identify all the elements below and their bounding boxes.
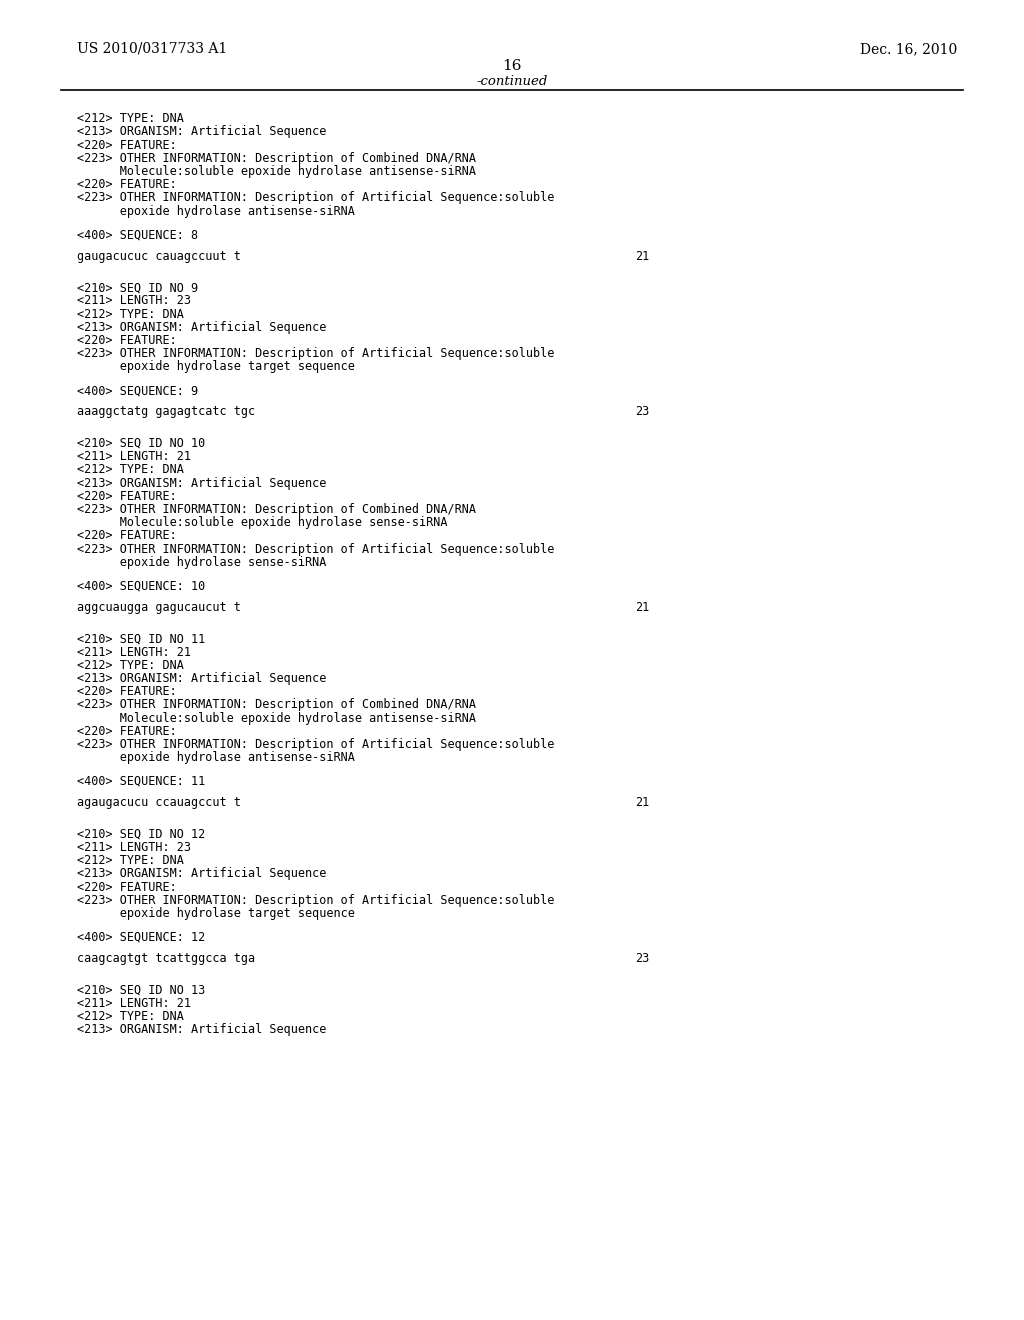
Text: <213> ORGANISM: Artificial Sequence: <213> ORGANISM: Artificial Sequence <box>77 477 327 490</box>
Text: epoxide hydrolase target sequence: epoxide hydrolase target sequence <box>77 907 354 920</box>
Text: <400> SEQUENCE: 9: <400> SEQUENCE: 9 <box>77 384 198 397</box>
Text: <212> TYPE: DNA: <212> TYPE: DNA <box>77 112 183 125</box>
Text: <400> SEQUENCE: 8: <400> SEQUENCE: 8 <box>77 228 198 242</box>
Text: 23: 23 <box>635 952 649 965</box>
Text: Molecule:soluble epoxide hydrolase antisense-siRNA: Molecule:soluble epoxide hydrolase antis… <box>77 711 476 725</box>
Text: epoxide hydrolase antisense-siRNA: epoxide hydrolase antisense-siRNA <box>77 751 354 764</box>
Text: <220> FEATURE:: <220> FEATURE: <box>77 139 176 152</box>
Text: <210> SEQ ID NO 13: <210> SEQ ID NO 13 <box>77 983 205 997</box>
Text: <212> TYPE: DNA: <212> TYPE: DNA <box>77 308 183 321</box>
Text: aggcuaugga gagucaucut t: aggcuaugga gagucaucut t <box>77 601 241 614</box>
Text: <220> FEATURE:: <220> FEATURE: <box>77 178 176 191</box>
Text: <211> LENGTH: 21: <211> LENGTH: 21 <box>77 997 190 1010</box>
Text: <212> TYPE: DNA: <212> TYPE: DNA <box>77 463 183 477</box>
Text: 23: 23 <box>635 405 649 418</box>
Text: <223> OTHER INFORMATION: Description of Artificial Sequence:soluble: <223> OTHER INFORMATION: Description of … <box>77 543 554 556</box>
Text: Molecule:soluble epoxide hydrolase sense-siRNA: Molecule:soluble epoxide hydrolase sense… <box>77 516 447 529</box>
Text: <220> FEATURE:: <220> FEATURE: <box>77 880 176 894</box>
Text: <211> LENGTH: 21: <211> LENGTH: 21 <box>77 450 190 463</box>
Text: -continued: -continued <box>476 75 548 88</box>
Text: <223> OTHER INFORMATION: Description of Artificial Sequence:soluble: <223> OTHER INFORMATION: Description of … <box>77 191 554 205</box>
Text: 16: 16 <box>502 59 522 73</box>
Text: <211> LENGTH: 23: <211> LENGTH: 23 <box>77 294 190 308</box>
Text: <220> FEATURE:: <220> FEATURE: <box>77 685 176 698</box>
Text: US 2010/0317733 A1: US 2010/0317733 A1 <box>77 42 227 55</box>
Text: <213> ORGANISM: Artificial Sequence: <213> ORGANISM: Artificial Sequence <box>77 867 327 880</box>
Text: <212> TYPE: DNA: <212> TYPE: DNA <box>77 1010 183 1023</box>
Text: <400> SEQUENCE: 10: <400> SEQUENCE: 10 <box>77 579 205 593</box>
Text: <213> ORGANISM: Artificial Sequence: <213> ORGANISM: Artificial Sequence <box>77 672 327 685</box>
Text: Dec. 16, 2010: Dec. 16, 2010 <box>860 42 957 55</box>
Text: <211> LENGTH: 21: <211> LENGTH: 21 <box>77 645 190 659</box>
Text: <223> OTHER INFORMATION: Description of Artificial Sequence:soluble: <223> OTHER INFORMATION: Description of … <box>77 894 554 907</box>
Text: <400> SEQUENCE: 11: <400> SEQUENCE: 11 <box>77 775 205 788</box>
Text: <223> OTHER INFORMATION: Description of Combined DNA/RNA: <223> OTHER INFORMATION: Description of … <box>77 698 476 711</box>
Text: 21: 21 <box>635 796 649 809</box>
Text: <213> ORGANISM: Artificial Sequence: <213> ORGANISM: Artificial Sequence <box>77 1023 327 1036</box>
Text: <223> OTHER INFORMATION: Description of Artificial Sequence:soluble: <223> OTHER INFORMATION: Description of … <box>77 738 554 751</box>
Text: epoxide hydrolase antisense-siRNA: epoxide hydrolase antisense-siRNA <box>77 205 354 218</box>
Text: <220> FEATURE:: <220> FEATURE: <box>77 334 176 347</box>
Text: Molecule:soluble epoxide hydrolase antisense-siRNA: Molecule:soluble epoxide hydrolase antis… <box>77 165 476 178</box>
Text: epoxide hydrolase target sequence: epoxide hydrolase target sequence <box>77 360 354 374</box>
Text: <400> SEQUENCE: 12: <400> SEQUENCE: 12 <box>77 931 205 944</box>
Text: <211> LENGTH: 23: <211> LENGTH: 23 <box>77 841 190 854</box>
Text: caagcagtgt tcattggcca tga: caagcagtgt tcattggcca tga <box>77 952 255 965</box>
Text: gaugacucuc cauagccuut t: gaugacucuc cauagccuut t <box>77 249 241 263</box>
Text: <213> ORGANISM: Artificial Sequence: <213> ORGANISM: Artificial Sequence <box>77 321 327 334</box>
Text: 21: 21 <box>635 249 649 263</box>
Text: <220> FEATURE:: <220> FEATURE: <box>77 725 176 738</box>
Text: <212> TYPE: DNA: <212> TYPE: DNA <box>77 854 183 867</box>
Text: <220> FEATURE:: <220> FEATURE: <box>77 529 176 543</box>
Text: <210> SEQ ID NO 11: <210> SEQ ID NO 11 <box>77 632 205 645</box>
Text: 21: 21 <box>635 601 649 614</box>
Text: aaaggctatg gagagtcatc tgc: aaaggctatg gagagtcatc tgc <box>77 405 255 418</box>
Text: <210> SEQ ID NO 12: <210> SEQ ID NO 12 <box>77 828 205 841</box>
Text: <220> FEATURE:: <220> FEATURE: <box>77 490 176 503</box>
Text: <212> TYPE: DNA: <212> TYPE: DNA <box>77 659 183 672</box>
Text: <223> OTHER INFORMATION: Description of Artificial Sequence:soluble: <223> OTHER INFORMATION: Description of … <box>77 347 554 360</box>
Text: <223> OTHER INFORMATION: Description of Combined DNA/RNA: <223> OTHER INFORMATION: Description of … <box>77 152 476 165</box>
Text: <213> ORGANISM: Artificial Sequence: <213> ORGANISM: Artificial Sequence <box>77 125 327 139</box>
Text: agaugacucu ccauagccut t: agaugacucu ccauagccut t <box>77 796 241 809</box>
Text: <210> SEQ ID NO 9: <210> SEQ ID NO 9 <box>77 281 198 294</box>
Text: <210> SEQ ID NO 10: <210> SEQ ID NO 10 <box>77 437 205 450</box>
Text: epoxide hydrolase sense-siRNA: epoxide hydrolase sense-siRNA <box>77 556 327 569</box>
Text: <223> OTHER INFORMATION: Description of Combined DNA/RNA: <223> OTHER INFORMATION: Description of … <box>77 503 476 516</box>
